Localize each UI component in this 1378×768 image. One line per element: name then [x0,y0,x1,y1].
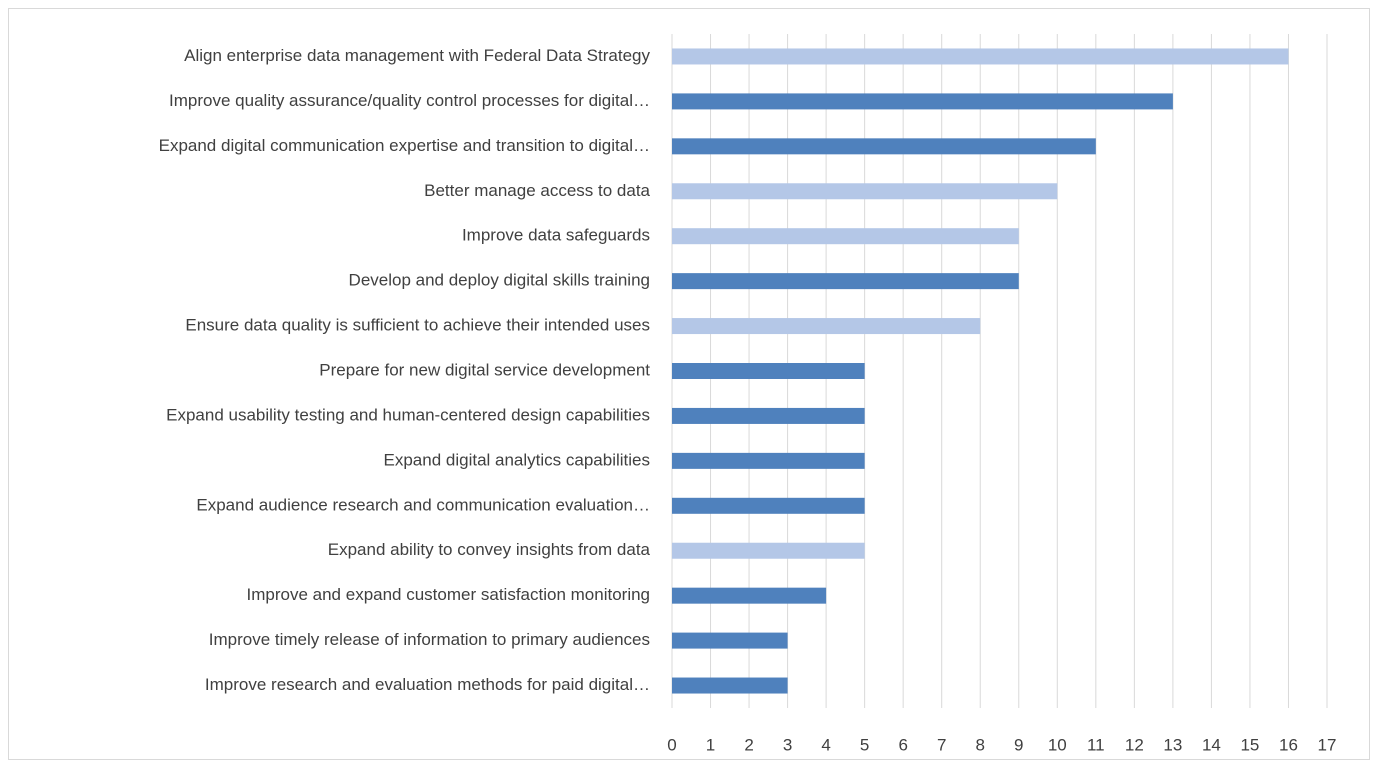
x-tick-label: 1 [706,735,715,754]
y-tick-label: Prepare for new digital service developm… [319,360,650,379]
x-tick-label: 11 [1087,735,1105,754]
bar [672,452,865,469]
y-tick-label: Expand audience research and communicati… [196,495,650,514]
y-tick-label: Expand digital analytics capabilities [384,450,651,469]
x-tick-label: 10 [1048,735,1067,754]
y-tick-label: Improve data safeguards [462,226,650,245]
x-tick-label: 3 [783,735,792,754]
y-tick-label: Ensure data quality is sufficient to ach… [185,316,650,335]
bar [672,183,1058,200]
y-tick-label: Improve research and evaluation methods … [205,675,650,694]
y-tick-label: Expand usability testing and human-cente… [166,405,650,424]
bar [672,407,865,424]
x-tick-label: 16 [1279,735,1298,754]
x-tick-label: 0 [667,735,676,754]
bar [672,228,1019,245]
x-tick-label: 9 [1014,735,1023,754]
x-tick-label: 14 [1202,735,1221,754]
bar [672,587,827,604]
bar [672,542,865,559]
x-tick-label: 4 [821,735,830,754]
x-tick-label: 7 [937,735,946,754]
bar [672,318,981,335]
bar [672,138,1096,155]
x-tick-label: 5 [860,735,869,754]
y-tick-label: Better manage access to data [424,181,650,200]
x-tick-label: 12 [1125,735,1144,754]
bar [672,632,788,649]
y-tick-label: Align enterprise data management with Fe… [184,46,650,65]
y-tick-label: Improve timely release of information to… [209,630,650,649]
x-tick-label: 2 [744,735,753,754]
x-tick-label: 17 [1318,735,1337,754]
bar [672,677,788,694]
bar [672,363,865,379]
y-tick-label: Improve and expand customer satisfaction… [247,585,650,604]
y-tick-label: Expand ability to convey insights from d… [328,540,651,559]
x-tick-label: 6 [898,735,907,754]
x-tick-label: 15 [1240,735,1259,754]
y-tick-label: Expand digital communication expertise a… [159,136,650,155]
bar [672,497,865,514]
x-tick-label: 8 [976,735,985,754]
bar [672,93,1173,110]
y-tick-label: Improve quality assurance/quality contro… [169,91,650,110]
x-tick-label: 13 [1163,735,1182,754]
bar [672,48,1289,65]
bar [672,273,1019,290]
y-tick-label: Develop and deploy digital skills traini… [349,271,650,290]
